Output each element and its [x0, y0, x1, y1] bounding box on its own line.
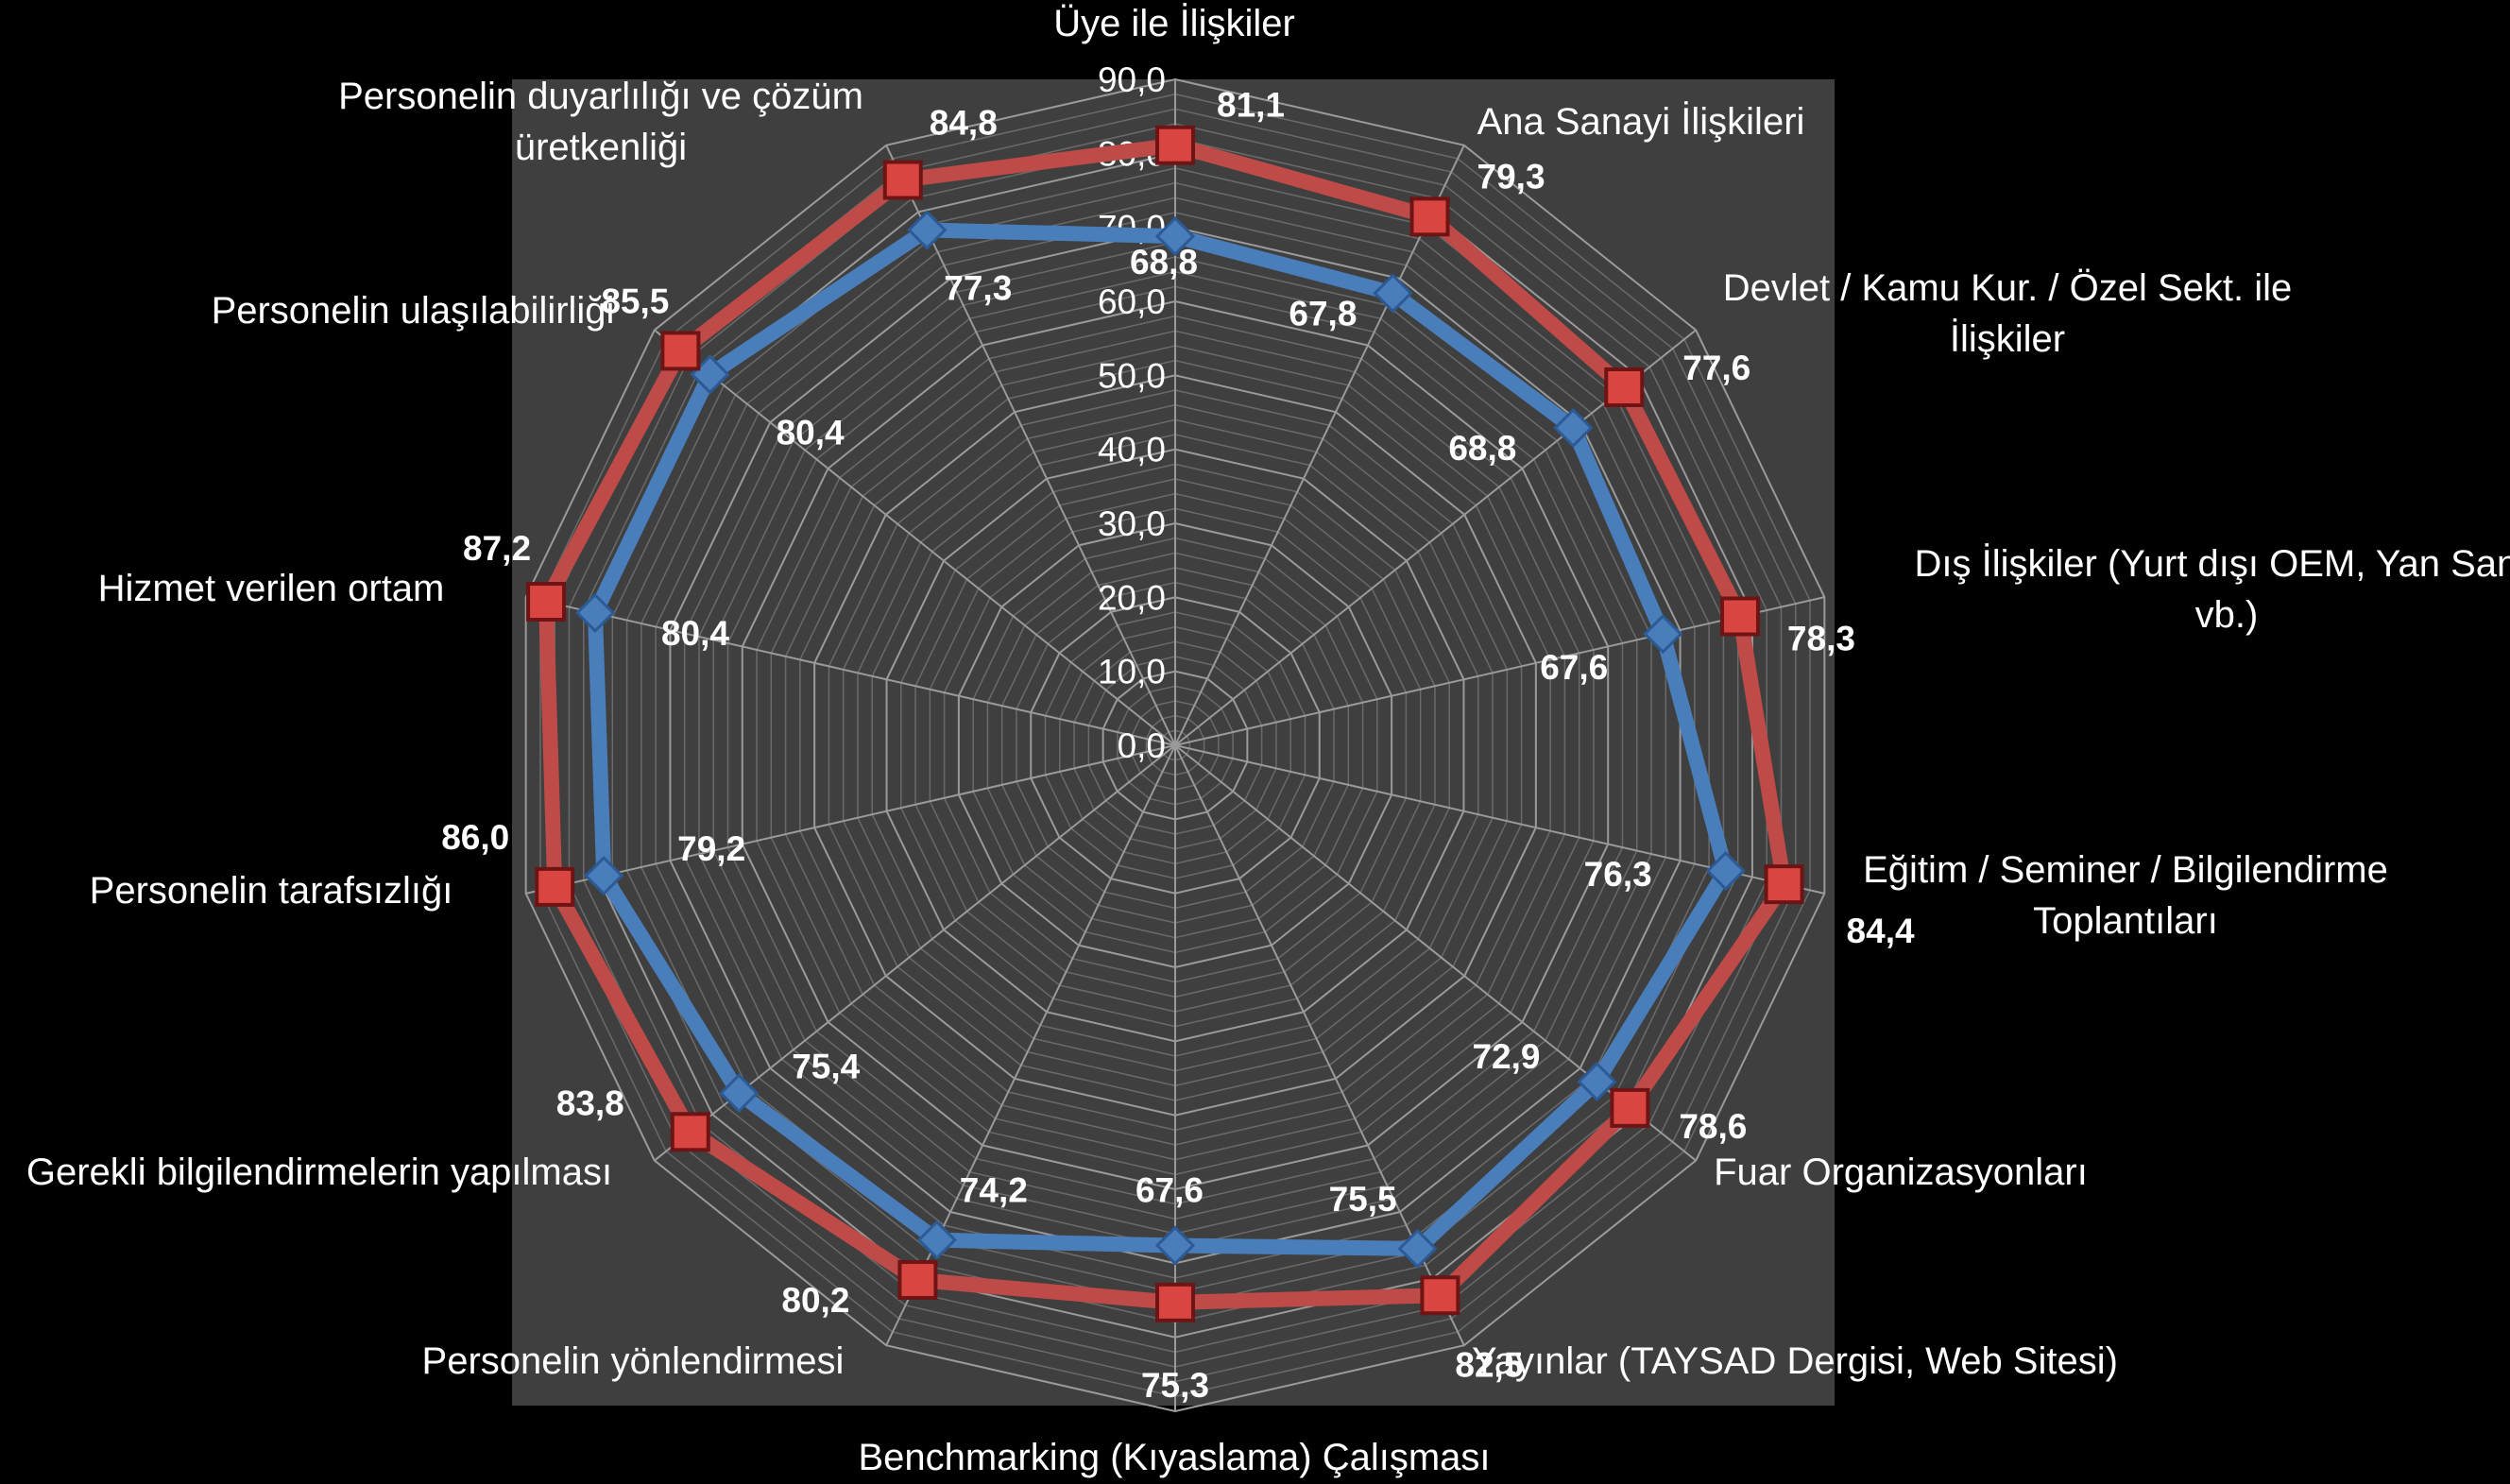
- radial-tick-label: 30,0: [1098, 504, 1166, 543]
- series-1-marker: [907, 210, 948, 250]
- series-2-marker: [526, 582, 567, 623]
- series-1-marker: [1154, 215, 1196, 257]
- data-label: 76,3: [1584, 855, 1652, 894]
- data-label: 80,2: [781, 1281, 849, 1320]
- category-label: Fuar Organizasyonları: [1714, 1151, 2088, 1193]
- series-1-marker: [1577, 1061, 1617, 1102]
- data-label: 78,6: [1679, 1107, 1747, 1146]
- series-2-marker: [897, 1260, 938, 1301]
- series-1-marker: [584, 855, 624, 896]
- series-2-marker: [660, 331, 701, 371]
- data-label: 82,5: [1455, 1345, 1523, 1384]
- data-label: 78,3: [1787, 620, 1855, 658]
- category-label: Personelin duyarlılığı ve çözüm üretkenli…: [338, 76, 863, 168]
- series-1-marker: [574, 592, 616, 633]
- data-label: 75,4: [792, 1047, 860, 1085]
- category-label: Devlet / Kamu Kur. / Özel Sekt. ile İlişk…: [1723, 267, 2292, 360]
- category-label: Hizmet verilen ortam: [98, 568, 445, 609]
- category-label: Ana Sanayi İlişkileri: [1477, 100, 1805, 143]
- series-2-marker: [1719, 596, 1760, 637]
- series-2-marker: [1155, 125, 1195, 165]
- spoke-line: [1174, 145, 1465, 746]
- category-label: Dış İlişkiler (Yurt dışı OEM, Yan San., v…: [1915, 542, 2510, 636]
- data-label: 79,3: [1477, 157, 1545, 196]
- series-1-marker: [1397, 1228, 1438, 1269]
- data-label: 81,1: [1217, 86, 1285, 125]
- data-label: 87,2: [463, 529, 531, 568]
- category-label: Üye ile İlişkiler: [1053, 2, 1295, 44]
- data-labels: 68,8 67,8 68,8 67,6 76,3 72,9 75,5 67,6 74,2 75,4…: [441, 86, 1915, 1405]
- data-label: 75,5: [1329, 1180, 1397, 1219]
- radial-tick-label: 90,0: [1098, 60, 1166, 99]
- series-1-marker: [719, 1073, 760, 1114]
- category-label: Benchmarking (Kıyaslama) Çalışması: [858, 1437, 1490, 1478]
- data-label: 77,3: [944, 268, 1012, 307]
- data-label: 84,4: [1847, 912, 1915, 950]
- series-1-marker: [1643, 614, 1683, 655]
- data-label: 80,4: [661, 614, 729, 653]
- data-label: 67,6: [1135, 1171, 1204, 1210]
- series-2-marker: [670, 1112, 710, 1152]
- data-label: 68,8: [1448, 429, 1516, 468]
- spoke-line: [885, 145, 1176, 746]
- radar-grid: [524, 77, 1826, 1413]
- series-1-marker: [916, 1220, 957, 1260]
- series-2-marker: [1604, 367, 1645, 408]
- data-label: 74,2: [960, 1171, 1028, 1210]
- radial-tick-label: 0,0: [1118, 726, 1166, 765]
- radial-tick-label: 10,0: [1098, 653, 1166, 691]
- series-2-marker: [1764, 864, 1804, 905]
- series-1-marker: [1705, 850, 1746, 892]
- series-1-marker: [1373, 273, 1413, 314]
- category-label: Personelin yönlendirmesi: [422, 1340, 845, 1382]
- data-label: 72,9: [1472, 1037, 1540, 1076]
- series-2-marker: [882, 160, 923, 200]
- radial-tick-label: 40,0: [1098, 431, 1166, 469]
- category-label: Gerekli bilgilendirmelerin yapılması: [26, 1151, 612, 1193]
- data-label: 79,2: [677, 829, 745, 868]
- data-label: 80,4: [777, 413, 845, 452]
- data-label: 67,6: [1540, 648, 1608, 687]
- spoke-line: [654, 329, 1176, 746]
- data-label: 84,8: [930, 104, 998, 143]
- data-label: 83,8: [556, 1083, 624, 1122]
- spoke-line: [1174, 744, 1697, 1162]
- series-1-marker: [1154, 1225, 1196, 1266]
- radial-tick-label: 50,0: [1098, 356, 1166, 395]
- series-2-marker: [1420, 1275, 1460, 1316]
- spoke-line: [1174, 596, 1825, 746]
- series-layer: [526, 125, 1804, 1322]
- data-label: 75,3: [1141, 1366, 1209, 1405]
- radial-tick-label: 60,0: [1098, 282, 1166, 321]
- category-label: Personelin ulaşılabilirliği: [212, 290, 615, 332]
- series-2-marker: [535, 866, 575, 907]
- radial-tick-label: 20,0: [1098, 578, 1166, 617]
- series-2-marker: [1409, 196, 1450, 237]
- category-label: Eğitim / Seminer / Bilgilendirme Toplantı…: [1863, 849, 2388, 942]
- series-1-marker: [1553, 407, 1594, 449]
- spoke-line: [525, 596, 1176, 746]
- series-2-marker: [1155, 1282, 1195, 1322]
- data-label: 67,8: [1289, 294, 1357, 333]
- data-label: 68,8: [1130, 243, 1198, 281]
- spoke-line: [525, 744, 1176, 895]
- series-2-marker: [1610, 1087, 1650, 1128]
- category-label: Yayınlar (TAYSAD Dergisi, Web Sitesi): [1472, 1340, 2118, 1382]
- category-label: Personelin tarafsızlığı: [90, 870, 453, 912]
- data-label: 86,0: [441, 818, 509, 857]
- data-label: 77,6: [1682, 349, 1750, 387]
- data-label: 85,5: [601, 281, 669, 320]
- category-labels: Üye ile İlişkiler Ana Sanayi İlişkileri De…: [26, 2, 2510, 1478]
